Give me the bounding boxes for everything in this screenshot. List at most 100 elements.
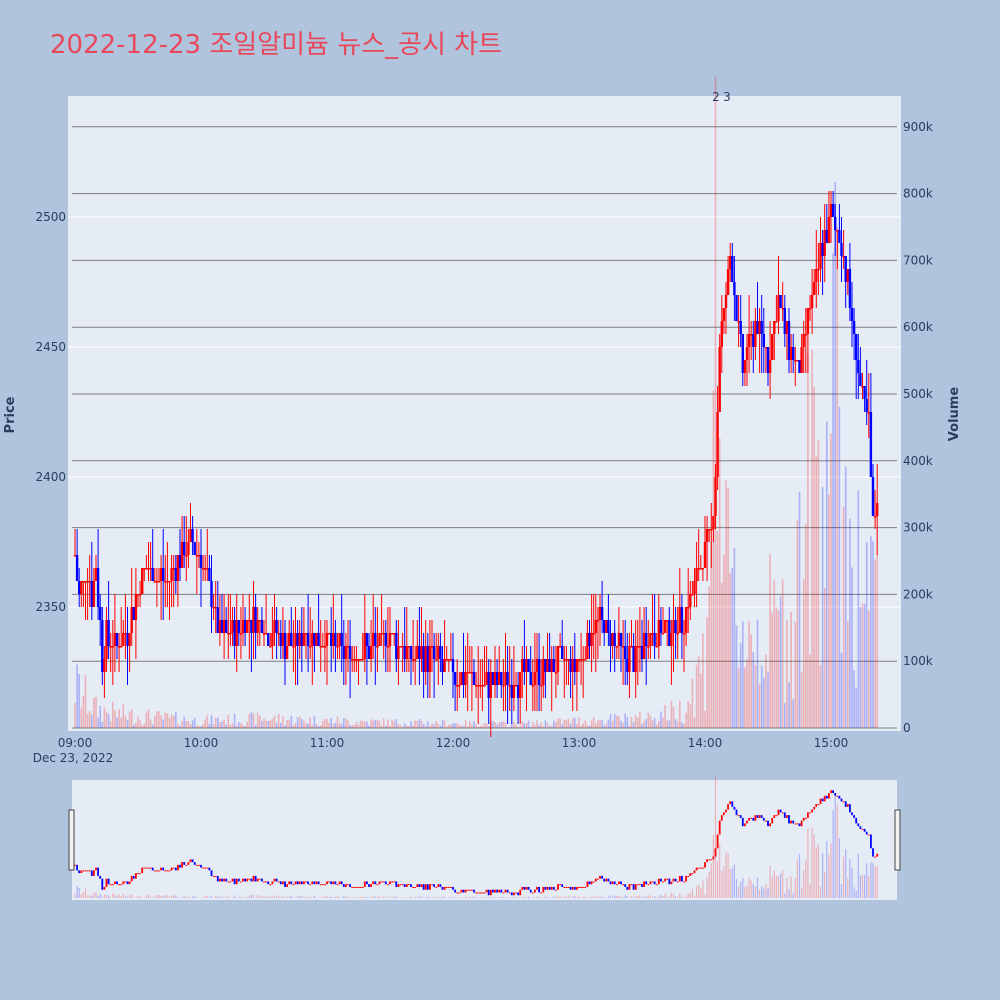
candle-body	[344, 646, 348, 659]
candle-body	[162, 568, 165, 581]
volume-bar	[874, 559, 876, 728]
volume-bar	[454, 723, 456, 728]
slider-candle	[758, 815, 761, 818]
slider-volume-bar	[864, 874, 866, 898]
volume-bar	[628, 725, 631, 728]
slider-candle	[571, 886, 574, 890]
slider-volume-bar	[805, 859, 807, 898]
volume-bar	[863, 604, 866, 728]
candle-body	[164, 581, 167, 583]
slider-volume-bar	[158, 894, 160, 898]
slider-volume-bar	[246, 896, 248, 898]
volume-bar	[590, 720, 593, 728]
slider-volume-bar	[511, 897, 513, 898]
volume-bar	[269, 720, 272, 728]
candle-body	[808, 308, 812, 310]
volume-bar	[502, 721, 505, 728]
slider-candle	[844, 801, 847, 807]
slider-volume-bar	[150, 896, 152, 898]
slider-candle	[210, 870, 213, 876]
y-tick-label: 2400	[35, 470, 66, 484]
volume-bar	[208, 724, 211, 728]
slider-volume-bar	[723, 865, 725, 898]
volume-bar	[821, 486, 824, 728]
candle-body	[395, 633, 398, 659]
candle-body	[367, 646, 371, 659]
main-plot-area[interactable]	[68, 96, 901, 731]
slider-volume-bar	[708, 871, 710, 898]
volume-bar	[359, 720, 362, 728]
slider-candle	[164, 870, 167, 872]
slider-volume-bar	[521, 896, 523, 898]
volume-bar	[345, 718, 347, 728]
candle-body	[174, 568, 177, 581]
volume-bar	[214, 717, 217, 728]
candle-body	[183, 542, 186, 555]
volume-bar	[752, 652, 755, 728]
slider-volume-bar	[668, 896, 670, 898]
candle-body	[693, 581, 696, 594]
candle-body	[649, 633, 652, 646]
candle-body	[573, 659, 576, 672]
volume-bar	[815, 456, 818, 728]
volume-bar	[857, 490, 860, 728]
slider-candle	[691, 873, 694, 875]
slider-volume-bar	[248, 895, 250, 898]
candle-body	[802, 334, 805, 347]
range-slider-right-handle[interactable]	[894, 809, 901, 871]
candle-body	[243, 620, 247, 633]
slider-volume-bar	[496, 897, 498, 898]
candle-body	[449, 659, 453, 661]
slider-candle	[762, 817, 765, 821]
slider-candle	[731, 801, 734, 807]
candle-body	[699, 568, 702, 570]
range-slider[interactable]	[72, 780, 897, 900]
volume-bar	[187, 721, 190, 728]
candle-body	[584, 659, 587, 661]
slider-candle	[321, 884, 324, 886]
candle-body	[750, 334, 753, 336]
candle-body	[546, 659, 549, 672]
candle-body	[372, 633, 375, 646]
slider-volume-bar	[769, 865, 771, 898]
slider-volume-bar	[534, 897, 536, 898]
volume-bar	[86, 713, 89, 728]
volume-bar	[114, 710, 116, 728]
slider-volume-bar	[360, 896, 362, 898]
range-slider-left-handle[interactable]	[68, 809, 75, 871]
volume-bar	[464, 720, 467, 728]
volume-bar	[733, 547, 736, 728]
y-tick-label: 2500	[35, 210, 66, 224]
slider-candle	[496, 889, 498, 893]
slider-volume-bar	[282, 895, 284, 898]
slider-candle	[578, 886, 580, 888]
candle-body	[75, 555, 79, 581]
slider-candle	[468, 889, 471, 891]
candle-body	[229, 633, 232, 635]
candle-body	[292, 646, 295, 648]
candle-body	[290, 633, 293, 646]
candle-body	[220, 620, 224, 633]
slider-volume-bar	[767, 887, 769, 898]
volume-bar	[660, 711, 662, 728]
candle-body	[306, 633, 310, 646]
volume-bar	[700, 673, 702, 728]
slider-candle	[506, 889, 509, 893]
volume-bar	[765, 654, 767, 728]
volume-bar	[238, 722, 240, 728]
volume-bar	[296, 717, 299, 728]
slider-volume-bar	[645, 896, 647, 898]
volume-bar	[485, 723, 488, 728]
volume-bar	[313, 716, 316, 728]
volume-bar	[376, 720, 379, 728]
volume-bar	[695, 664, 698, 728]
slider-volume-bar	[152, 897, 154, 898]
slider-volume-bar	[719, 844, 721, 898]
candle-body	[798, 360, 801, 373]
slider-volume-bar	[129, 894, 131, 898]
slider-candle	[662, 881, 664, 883]
volume-bar	[416, 720, 419, 728]
candle-body	[260, 620, 264, 633]
candle-body	[94, 568, 98, 581]
candle-body	[288, 633, 291, 646]
